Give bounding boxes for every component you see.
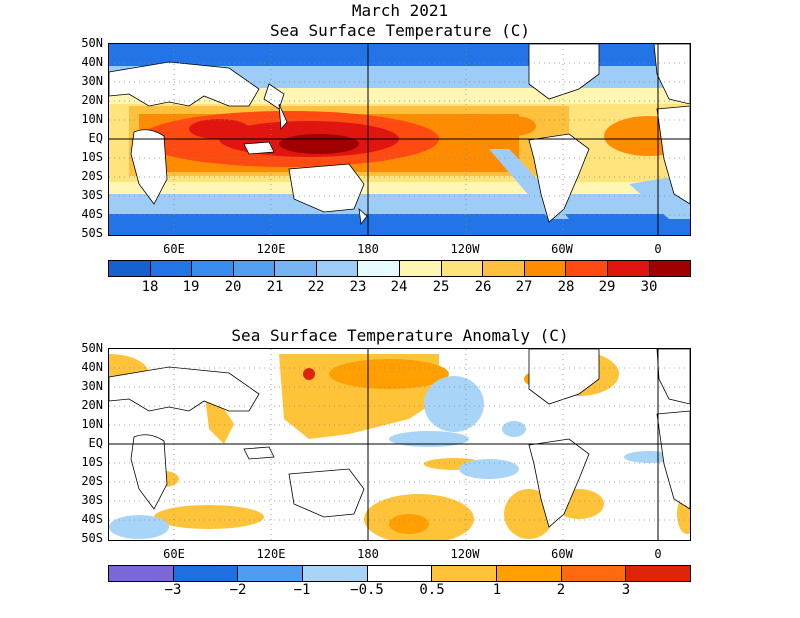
anom-lat-label: 10S: [81, 455, 103, 469]
sst-colorbar-label: 24: [390, 279, 408, 295]
colorbar-swatch: [483, 261, 525, 276]
colorbar-swatch: [109, 566, 174, 581]
anomaly-map: [108, 348, 691, 541]
anom-lat-label: 20S: [81, 474, 103, 488]
anom-lon-label: 120E: [256, 547, 286, 561]
colorbar-swatch: [233, 261, 276, 276]
colorbar-swatch: [561, 566, 627, 581]
anomaly-field: [109, 349, 690, 540]
sst-lat-label: 50S: [81, 226, 103, 240]
anom-lat-label: 50S: [81, 531, 103, 545]
anom-colorbar-label: 1: [492, 582, 502, 598]
colorbar-swatch: [400, 261, 442, 276]
anomaly-colorbar: [108, 565, 691, 582]
sst-lat-label: 50N: [81, 36, 103, 50]
colorbar-swatch: [303, 566, 368, 581]
anom-lat-label: 40N: [81, 360, 103, 374]
colorbar-swatch: [109, 261, 151, 276]
sst-lon-label: 60W: [551, 242, 573, 256]
anom-colorbar-label: −3: [164, 582, 182, 598]
colorbar-swatch: [358, 261, 401, 276]
anom-colorbar-label: 0.5: [419, 582, 445, 598]
colorbar-swatch: [238, 566, 304, 581]
colorbar-swatch: [275, 261, 317, 276]
anomaly-title: Sea Surface Temperature Anomaly (C): [231, 326, 569, 345]
colorbar-swatch: [367, 566, 433, 581]
anom-colorbar-label: −2: [229, 582, 247, 598]
anom-colorbar-label: −0.5: [350, 582, 384, 598]
anom-lon-label: 180: [357, 547, 379, 561]
sst-lat-label: 20N: [81, 93, 103, 107]
sst-lat-label: 20S: [81, 169, 103, 183]
sst-lat-label: 40N: [81, 55, 103, 69]
anom-colorbar-label: 3: [621, 582, 631, 598]
sst-lon-label: 120E: [256, 242, 286, 256]
sst-lat-label: EQ: [88, 131, 103, 145]
colorbar-swatch: [432, 566, 498, 581]
anom-colorbar-label: 2: [556, 582, 566, 598]
sst-colorbar-label: 19: [182, 279, 200, 295]
sst-colorbar-label: 29: [598, 279, 616, 295]
anom-lon-label: 60E: [163, 547, 185, 561]
sst-lat-label: 10S: [81, 150, 103, 164]
colorbar-swatch: [497, 566, 562, 581]
colorbar-swatch: [607, 261, 650, 276]
colorbar-swatch: [192, 261, 234, 276]
sst-colorbar-label: 18: [141, 279, 159, 295]
sst-colorbar-label: 21: [266, 279, 284, 295]
colorbar-swatch: [524, 261, 567, 276]
colorbar-swatch: [173, 566, 239, 581]
sst-colorbar-label: 20: [224, 279, 242, 295]
anom-lat-label: EQ: [88, 436, 103, 450]
sst-title: Sea Surface Temperature (C): [269, 21, 531, 40]
colorbar-swatch: [626, 566, 691, 581]
sst-colorbar-label: 28: [557, 279, 575, 295]
anom-lat-label: 50N: [81, 341, 103, 355]
sst-lat-label: 40S: [81, 207, 103, 221]
anom-lon-label: 0: [654, 547, 662, 561]
sst-colorbar-label: 23: [349, 279, 367, 295]
sst-colorbar-label: 26: [474, 279, 492, 295]
sst-lat-label: 30S: [81, 188, 103, 202]
anom-lat-label: 30S: [81, 493, 103, 507]
anom-lon-label: 60W: [551, 547, 573, 561]
anom-lat-label: 40S: [81, 512, 103, 526]
sst-lon-label: 120W: [450, 242, 480, 256]
anom-lon-label: 120W: [450, 547, 480, 561]
anom-lat-label: 10N: [81, 417, 103, 431]
sst-lon-label: 60E: [163, 242, 185, 256]
sst-field: [109, 44, 690, 235]
month-title: March 2021: [351, 1, 449, 20]
colorbar-swatch: [150, 261, 193, 276]
colorbar-swatch: [441, 261, 484, 276]
anom-lat-label: 30N: [81, 379, 103, 393]
colorbar-swatch: [649, 261, 691, 276]
sst-lon-label: 180: [357, 242, 379, 256]
sst-map: [108, 43, 691, 236]
anom-lat-label: 20N: [81, 398, 103, 412]
colorbar-swatch: [566, 261, 608, 276]
sst-lat-label: 10N: [81, 112, 103, 126]
sst-colorbar: [108, 260, 691, 277]
sst-lat-label: 30N: [81, 74, 103, 88]
sst-lon-label: 0: [654, 242, 662, 256]
sst-colorbar-label: 27: [515, 279, 533, 295]
anom-colorbar-label: −1: [293, 582, 311, 598]
colorbar-swatch: [316, 261, 359, 276]
sst-colorbar-label: 30: [640, 279, 658, 295]
sst-colorbar-label: 25: [432, 279, 450, 295]
sst-colorbar-label: 22: [307, 279, 325, 295]
